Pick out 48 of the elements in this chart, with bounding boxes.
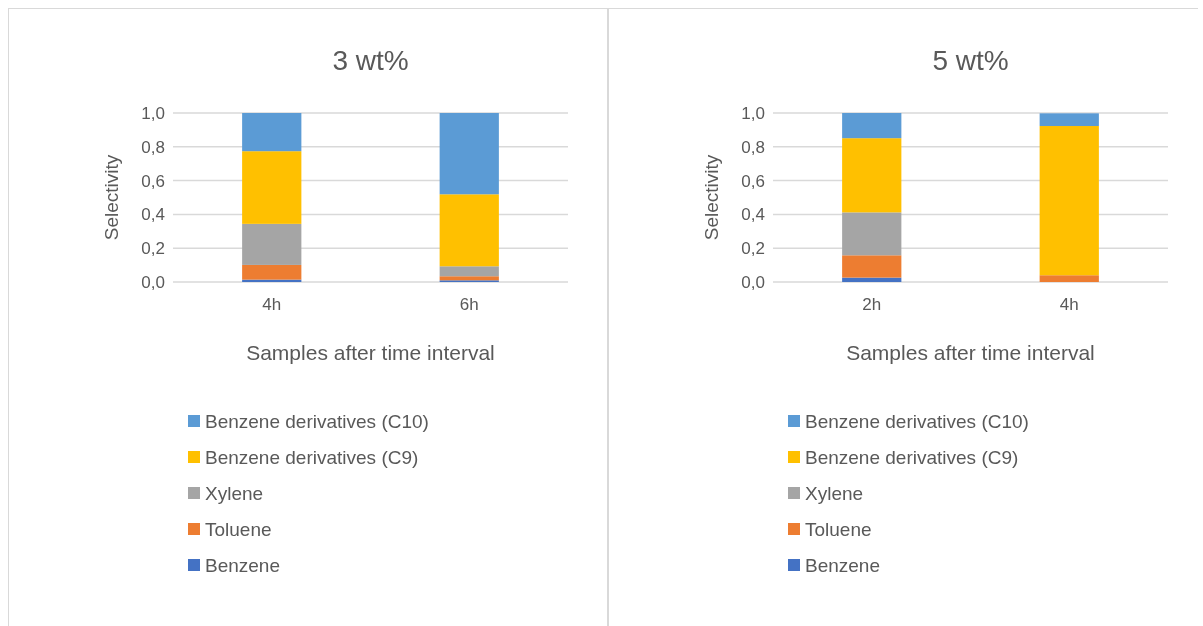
y-tick-label: 0,8 [741,137,765,157]
x-tick-label: 4h [262,295,282,314]
bar [1039,275,1099,282]
legend-label: Benzene derivatives (C9) [205,446,419,468]
x-axis-title: Samples after time interval [846,341,1095,364]
y-tick-label: 0,6 [741,171,765,191]
legend-label: Toluene [205,518,272,540]
y-tick-label: 0,2 [741,239,765,259]
legend-label: Benzene derivatives (C9) [805,446,1019,468]
y-tick-label: 0,6 [141,171,165,191]
y-tick-label: 0,4 [141,205,165,225]
bar [439,113,499,195]
legend-label: Xylene [805,482,864,504]
bar [242,113,302,152]
bar [242,264,302,280]
bar [842,277,902,282]
bar [439,194,499,267]
y-tick-label: 1,0 [741,103,765,123]
x-tick-label: 6h [459,295,479,314]
y-axis-title: Selectivity [101,154,122,241]
bar [439,266,499,277]
x-tick-label: 2h [862,295,882,314]
y-axis-title: Selectivity [701,154,722,241]
y-tick-label: 0,0 [741,272,765,292]
legend-label: Benzene [205,554,281,576]
legend-label: Benzene [805,554,881,576]
chart-title: 5 wt% [932,45,1009,76]
y-tick-label: 0,4 [741,205,765,225]
bar [242,223,302,265]
legend-label: Toluene [805,518,872,540]
bar [842,255,902,278]
bar [242,151,302,224]
bar [1039,126,1099,276]
legend-label: Benzene derivatives (C10) [805,410,1029,432]
x-axis-title: Samples after time interval [246,341,495,364]
bar [842,212,902,256]
bar [842,138,902,213]
bar [842,113,902,139]
chart-title: 3 wt% [332,45,409,76]
legend-label: Xylene [205,482,264,504]
y-tick-label: 0,0 [141,272,165,292]
bar [1039,113,1099,127]
y-tick-label: 0,8 [141,137,165,157]
y-tick-label: 1,0 [141,103,165,123]
legend-label: Benzene derivatives (C10) [205,410,429,432]
bar [439,276,499,281]
y-tick-label: 0,2 [141,239,165,259]
x-tick-label: 4h [1059,295,1079,314]
